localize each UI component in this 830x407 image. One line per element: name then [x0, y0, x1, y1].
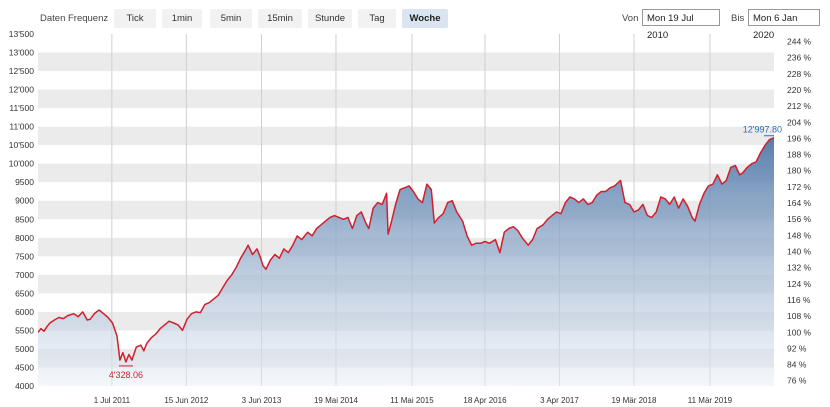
- y2-tick-label: 132 %: [787, 263, 812, 273]
- y-tick-label: 10'000: [9, 159, 35, 169]
- y-tick-label: 6500: [15, 288, 34, 298]
- y2-tick-label: 108 %: [787, 311, 812, 321]
- y-tick-label: 7000: [15, 270, 34, 280]
- y2-tick-label: 220 %: [787, 85, 812, 95]
- y-tick-label: 11'500: [9, 103, 34, 113]
- x-axis: 1 Jul 2011 15 Jun 2012 3 Jun 2013 19 Mai 20…: [94, 396, 733, 405]
- y2-tick-label: 172 %: [787, 182, 812, 192]
- y-tick-label: 11'000: [9, 122, 34, 132]
- y-tick-label: 5500: [15, 325, 34, 335]
- y2-tick-label: 116 %: [787, 295, 811, 305]
- series-line: [38, 137, 774, 363]
- frequency-label: Daten Frequenz: [40, 13, 109, 24]
- freq-button-woche[interactable]: Woche: [402, 9, 448, 28]
- freq-button-tick[interactable]: Tick: [114, 9, 156, 28]
- freq-button-15min[interactable]: 15min: [258, 9, 302, 28]
- to-date-input[interactable]: Mon 6 Jan 2020: [748, 9, 820, 41]
- freq-button-5min[interactable]: 5min: [210, 9, 252, 28]
- to-label: Bis: [731, 13, 745, 24]
- y-tick-label: 4000: [15, 381, 34, 391]
- y2-tick-label: 148 %: [787, 230, 812, 240]
- y2-tick-label: 140 %: [787, 246, 812, 256]
- freq-button-1min[interactable]: 1min: [162, 9, 202, 28]
- grid-band: [38, 126, 774, 146]
- grid-band: [38, 163, 774, 183]
- grid-band: [38, 52, 774, 72]
- y-tick-label: 8500: [15, 214, 34, 224]
- y-tick-label: 9000: [15, 196, 34, 206]
- x-tick-label: 15 Jun 2012: [164, 396, 209, 405]
- y2-tick-label: 228 %: [787, 69, 812, 79]
- y-tick-label: 13'500: [9, 29, 35, 39]
- max-value-label: 12'997.80: [743, 125, 782, 135]
- x-tick-label: 3 Apr 2017: [540, 396, 579, 405]
- x-tick-label: 18 Apr 2016: [463, 396, 507, 405]
- freq-button-tag[interactable]: Tag: [358, 9, 396, 28]
- y2-tick-label: 180 %: [787, 166, 812, 176]
- from-label: Von: [622, 13, 639, 24]
- freq-button-stunde[interactable]: Stunde: [308, 9, 352, 28]
- grid-band: [38, 89, 774, 109]
- x-tick-label: 11 Mär 2019: [688, 396, 733, 405]
- min-value-label: 4'328.06: [109, 370, 143, 380]
- y2-tick-label: 84 %: [787, 360, 807, 370]
- y2-tick-label: 188 %: [787, 150, 812, 160]
- y2-tick-label: 236 %: [787, 53, 812, 63]
- x-tick-label: 1 Jul 2011: [94, 396, 131, 405]
- y-tick-label: 6000: [15, 307, 34, 317]
- y-tick-label: 7500: [15, 251, 34, 261]
- from-date-input[interactable]: Mon 19 Jul 2010: [642, 9, 720, 41]
- y-tick-label: 9500: [15, 177, 34, 187]
- y-tick-label: 8000: [15, 233, 34, 243]
- y-tick-label: 4500: [15, 362, 34, 372]
- y-tick-label: 12'500: [9, 66, 35, 76]
- y2-tick-label: 196 %: [787, 133, 812, 143]
- x-tick-label: 11 Mai 2015: [390, 396, 434, 405]
- y2-tick-label: 212 %: [787, 101, 812, 111]
- y2-tick-label: 164 %: [787, 198, 812, 208]
- y-tick-label: 5000: [15, 344, 34, 354]
- x-tick-label: 19 Mai 2014: [314, 396, 359, 405]
- y-tick-label: 10'500: [9, 140, 35, 150]
- y2-tick-label: 76 %: [787, 376, 807, 386]
- y2-tick-label: 92 %: [787, 343, 807, 353]
- y2-tick-label: 124 %: [787, 279, 812, 289]
- series-area: [38, 137, 774, 386]
- x-tick-label: 19 Mär 2018: [611, 396, 656, 405]
- x-tick-label: 3 Jun 2013: [242, 396, 282, 405]
- y2-tick-label: 100 %: [787, 327, 812, 337]
- y-axis-left: 4000 4500 5000 5500 6000 6500 7000 7500 8000 8500…: [9, 29, 35, 391]
- min-max-annotations: 4'328.06 12'997.80: [109, 125, 782, 380]
- y-axis-right: 76 % 84 % 92 % 100 % 108 % 116 % 124 % 132 % 140…: [787, 36, 812, 385]
- y2-tick-label: 204 %: [787, 117, 812, 127]
- chart-toolbar: Daten Frequenz Tick 1min 5min 15min Stun…: [0, 0, 830, 41]
- y2-tick-label: 156 %: [787, 214, 812, 224]
- y2-tick-label: 244 %: [787, 36, 812, 46]
- y-tick-label: 12'000: [9, 85, 35, 95]
- y-tick-label: 13'000: [9, 48, 35, 58]
